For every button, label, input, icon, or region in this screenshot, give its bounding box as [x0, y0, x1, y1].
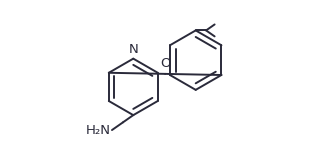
Text: N: N	[128, 43, 138, 56]
Text: O: O	[161, 57, 171, 70]
Text: H₂N: H₂N	[86, 124, 111, 136]
